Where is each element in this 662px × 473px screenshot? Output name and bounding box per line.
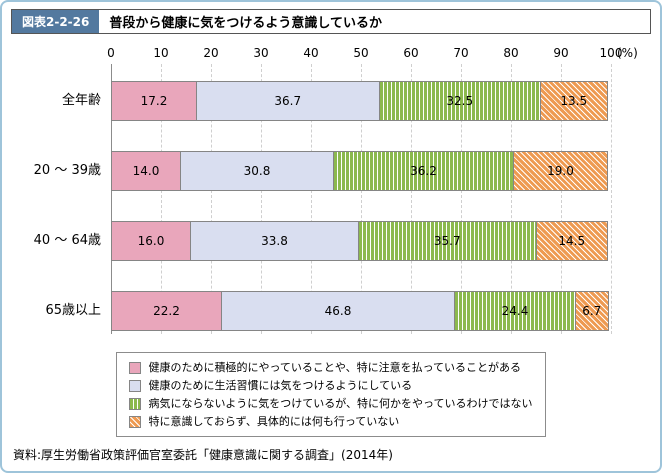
gridline (161, 64, 162, 334)
value-label: 35.7 (433, 234, 461, 248)
bar-row: 20 〜 39歳 14.0 30.8 36.2 19.0 (11, 151, 651, 191)
figure-header: 図表2-2-26 普段から健康に気をつけるよう意識しているか (11, 9, 651, 34)
figure-number-badge: 図表2-2-26 (12, 10, 100, 33)
bar-segment: 6.7 (575, 291, 609, 331)
value-label: 36.2 (410, 164, 437, 178)
value-label: 24.4 (501, 304, 529, 318)
legend-label: 特に意識しておらず、具体的には何も行っていない (148, 415, 400, 428)
bar-segment: 22.2 (111, 291, 222, 331)
stacked-bar: 16.0 33.8 35.7 14.5 (111, 221, 611, 261)
bar-segment: 36.7 (196, 81, 380, 121)
value-label: 16.0 (137, 234, 165, 248)
category-label: 40 〜 64歳 (33, 233, 101, 248)
x-axis-tick: 90 (553, 46, 569, 60)
bar-row: 全年齢 17.2 36.7 32.5 13.5 (11, 81, 651, 121)
legend-label: 健康のために積極的にやっていることや、特に注意を払っていることがある (148, 361, 522, 374)
x-axis-tick: 0 (107, 46, 115, 60)
gridline (211, 64, 212, 334)
legend: 健康のために積極的にやっていることや、特に注意を払っていることがある 健康のために… (116, 352, 546, 437)
stacked-bar: 17.2 36.7 32.5 13.5 (111, 81, 611, 121)
value-label: 17.2 (140, 94, 168, 108)
x-axis-tick: 80 (503, 46, 519, 60)
gridline (411, 64, 412, 334)
x-axis-tick: 30 (253, 46, 269, 60)
chart: (%) 0 10 20 30 40 50 60 70 80 90 100 全年齢 17.2 36.7 32.… (11, 46, 651, 342)
bar-segment: 30.8 (180, 151, 334, 191)
legend-label: 病気にならないように気をつけているが、特に何かをやっているわけではない (148, 397, 533, 410)
bar-segment: 46.8 (221, 291, 455, 331)
value-label: 19.0 (547, 164, 574, 178)
bar-segment: 14.0 (111, 151, 181, 191)
legend-item: 健康のために積極的にやっていることや、特に注意を払っていることがある (129, 360, 532, 375)
figure-title: 普段から健康に気をつけるよう意識しているか (109, 16, 382, 31)
legend-item: 健康のために生活習慣には気をつけるようにしている (129, 378, 532, 393)
gridline (611, 64, 612, 334)
x-axis-tick: 70 (453, 46, 469, 60)
stacked-bar: 14.0 30.8 36.2 19.0 (111, 151, 611, 191)
gridline (311, 64, 312, 334)
value-label: 14.0 (132, 164, 160, 178)
source-note: 資料:厚生労働省政策評価官室委託「健康意識に関する調査」(2014年) (13, 448, 393, 462)
bar-segment: 19.0 (513, 151, 608, 191)
gridline (511, 64, 512, 334)
category-label: 全年齢 (61, 93, 101, 108)
value-label: 33.8 (261, 234, 288, 248)
bar-segment: 33.8 (190, 221, 359, 261)
value-label: 22.2 (153, 304, 180, 318)
x-axis-tick: 50 (353, 46, 369, 60)
bar-segment: 16.0 (111, 221, 191, 261)
bar-segment: 13.5 (540, 81, 608, 121)
value-label: 36.7 (274, 94, 302, 108)
x-axis-tick: 20 (203, 46, 219, 60)
x-axis-tick: 40 (303, 46, 319, 60)
bar-segment: 32.5 (378, 81, 541, 121)
legend-swatch (129, 415, 142, 428)
axis-unit-label: (%) (617, 46, 638, 60)
x-axis-tick: 100 (599, 46, 623, 60)
bar-segment: 14.5 (535, 221, 608, 261)
bar-row: 65歳以上 22.2 46.8 24.4 6.7 (11, 291, 651, 331)
gridline (461, 64, 462, 334)
bar-segment: 36.2 (333, 151, 514, 191)
value-label: 13.5 (560, 94, 588, 108)
bar-row: 40 〜 64歳 16.0 33.8 35.7 14.5 (11, 221, 651, 261)
value-label: 32.5 (446, 94, 474, 108)
legend-label: 健康のために生活習慣には気をつけるようにしている (148, 379, 413, 392)
bar-segment: 17.2 (111, 81, 197, 121)
bar-segment: 35.7 (358, 221, 537, 261)
legend-swatch (129, 379, 142, 392)
x-axis-tick: 10 (153, 46, 169, 60)
category-label: 20 〜 39歳 (33, 163, 101, 178)
value-label: 46.8 (324, 304, 352, 318)
gridline (111, 64, 112, 334)
gridline (561, 64, 562, 334)
legend-swatch (129, 397, 142, 410)
stacked-bar: 22.2 46.8 24.4 6.7 (111, 291, 611, 331)
value-label: 6.7 (582, 304, 602, 318)
category-label: 65歳以上 (45, 303, 101, 318)
bar-segment: 24.4 (454, 291, 576, 331)
gridline (361, 64, 362, 334)
value-label: 30.8 (243, 164, 271, 178)
legend-item: 病気にならないように気をつけているが、特に何かをやっているわけではない (129, 396, 533, 411)
legend-item: 特に意識しておらず、具体的には何も行っていない (129, 414, 532, 429)
value-label: 14.5 (558, 234, 586, 248)
x-axis-tick: 60 (403, 46, 419, 60)
gridline (261, 64, 262, 334)
legend-swatch (129, 361, 142, 374)
